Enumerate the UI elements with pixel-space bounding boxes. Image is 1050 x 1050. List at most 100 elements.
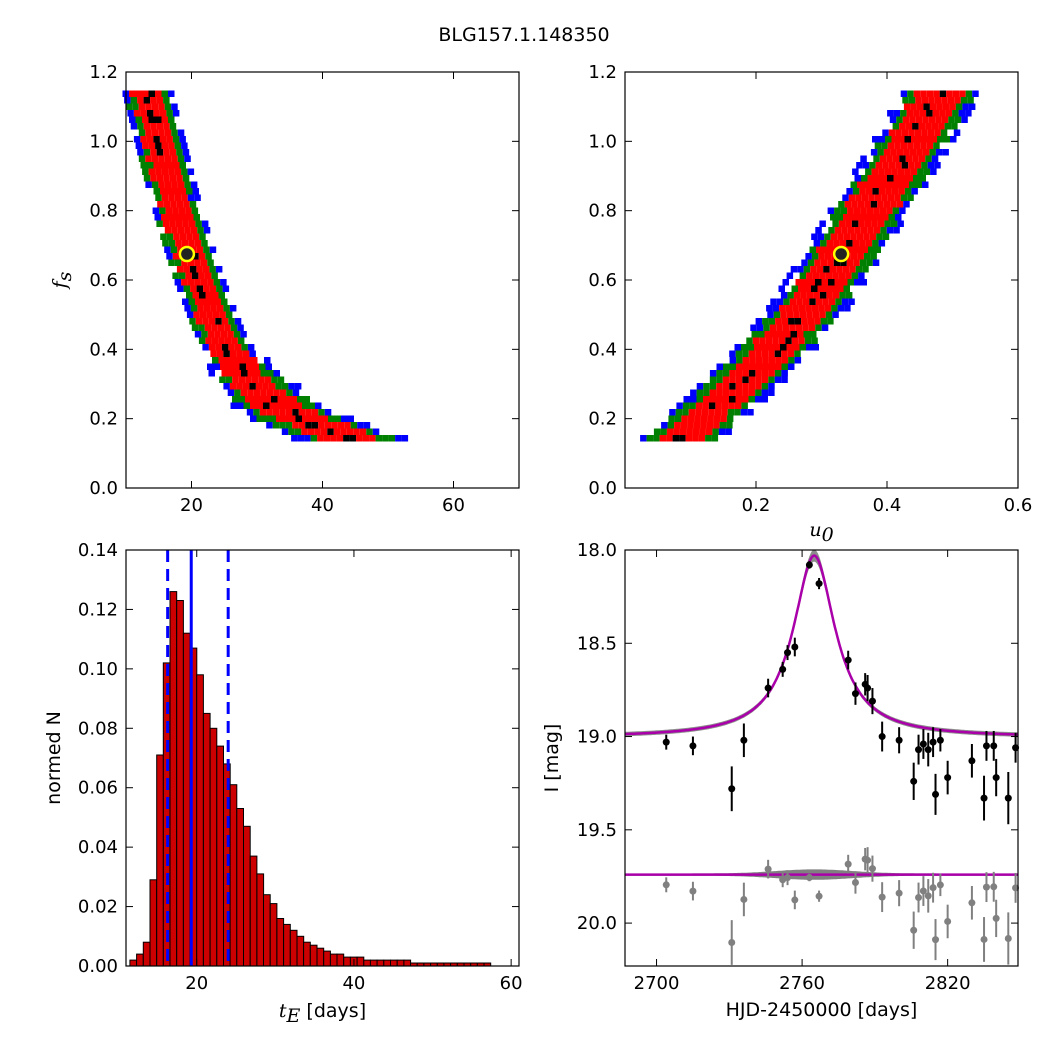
heatmap-cell <box>809 325 816 332</box>
data-point <box>937 737 944 744</box>
heatmap-cell <box>853 240 860 247</box>
best-fit-marker <box>834 247 848 261</box>
heatmap-cell <box>215 318 222 325</box>
heatmap-cell <box>865 221 872 228</box>
heatmap-cell <box>864 253 871 260</box>
heatmap-cell <box>898 136 905 143</box>
heatmap-cell <box>712 429 719 436</box>
y-tick-label: 1.2 <box>588 62 617 83</box>
heatmap-cell <box>818 234 825 241</box>
heatmap-cell <box>911 188 918 195</box>
data-point <box>864 685 871 692</box>
heatmap-cell <box>868 247 875 254</box>
heatmap-cell <box>124 97 131 104</box>
heatmap-cell <box>187 214 194 221</box>
heatmap-cell <box>934 130 941 137</box>
heatmap-cell <box>723 390 730 397</box>
heatmap-cell <box>879 240 886 247</box>
heatmap-cell <box>914 91 921 98</box>
histogram-bar <box>370 960 377 966</box>
heatmap-cell <box>837 214 844 221</box>
heatmap-cell <box>943 104 950 111</box>
heatmap-cell <box>848 299 855 306</box>
heatmap-cell <box>920 110 927 117</box>
y-tick-label: 0.8 <box>89 201 118 222</box>
heatmap-cell <box>219 357 226 364</box>
heatmap-cell <box>265 396 272 403</box>
heatmap-cell <box>147 162 154 169</box>
heatmap-cell <box>328 416 335 423</box>
heatmap-cell <box>909 97 916 104</box>
heatmap-cell <box>735 403 742 410</box>
heatmap-cell <box>928 130 935 137</box>
heatmap-cell <box>721 409 728 416</box>
heatmap-cell <box>920 91 927 98</box>
heatmap-cell <box>699 435 706 442</box>
heatmap-cell <box>402 435 409 442</box>
heatmap-cell <box>736 396 743 403</box>
heatmap-cell <box>883 234 890 241</box>
heatmap-cell <box>181 214 188 221</box>
heatmap-cell <box>852 169 859 176</box>
heatmap-cell <box>198 325 205 332</box>
heatmap-cell <box>853 260 860 267</box>
heatmap-cell <box>344 422 351 429</box>
heatmap-cell <box>653 435 660 442</box>
heatmap-cell <box>226 312 233 319</box>
heatmap-cell <box>251 357 258 364</box>
heatmap-cell <box>890 117 897 124</box>
heatmap-cell <box>950 136 957 143</box>
data-point <box>806 561 813 568</box>
data-point <box>1005 795 1012 802</box>
heatmap-cell <box>155 195 162 202</box>
heatmap-cell <box>775 351 782 358</box>
y-tick-label: 0.02 <box>78 897 118 918</box>
heatmap-cell <box>674 422 681 429</box>
heatmap-cell <box>906 156 913 163</box>
x-tick-label: 60 <box>442 495 465 516</box>
heatmap-cell <box>890 182 897 189</box>
data-point <box>930 739 937 746</box>
histogram-bar <box>177 601 184 967</box>
heatmap-cell <box>929 117 936 124</box>
heatmap-cell <box>276 403 283 410</box>
heatmap-cell <box>166 110 173 117</box>
heatmap-cell <box>690 390 697 397</box>
heatmap-cell <box>267 370 274 377</box>
heatmap-cell <box>788 351 795 358</box>
heatmap-cell <box>828 208 835 215</box>
heatmap-cell <box>176 221 183 228</box>
heatmap-cell <box>181 169 188 176</box>
heatmap-cell <box>874 175 881 182</box>
heatmap-cell <box>939 110 946 117</box>
heatmap-cell <box>682 409 689 416</box>
heatmap-cell <box>839 273 846 280</box>
y-tick-label: 0.0 <box>89 478 118 499</box>
heatmap-cell <box>239 377 246 384</box>
heatmap-cell <box>830 266 837 273</box>
heatmap-cell <box>216 286 223 293</box>
heatmap-cell <box>922 117 929 124</box>
heatmap-cell <box>183 201 190 208</box>
data-point <box>784 649 791 656</box>
heatmap-cell <box>866 260 873 267</box>
heatmap-cell <box>884 201 891 208</box>
heatmap-cell <box>749 383 756 390</box>
heatmap-cell <box>318 409 325 416</box>
heatmap-cell <box>823 266 830 273</box>
heatmap-cell <box>215 344 222 351</box>
heatmap-cell <box>834 208 841 215</box>
heatmap-cell <box>916 117 923 124</box>
heatmap-cell <box>177 266 184 273</box>
heatmap-cell <box>668 422 675 429</box>
heatmap-cell <box>315 416 322 423</box>
heatmap-cell <box>279 409 286 416</box>
data-point <box>740 737 747 744</box>
heatmap-cell <box>814 260 821 267</box>
heatmap-cell <box>283 403 290 410</box>
residual-point <box>740 896 747 903</box>
heatmap-cell <box>858 273 865 280</box>
heatmap-cell <box>174 214 181 221</box>
heatmap-cell <box>925 123 932 130</box>
residual-point <box>930 884 937 891</box>
